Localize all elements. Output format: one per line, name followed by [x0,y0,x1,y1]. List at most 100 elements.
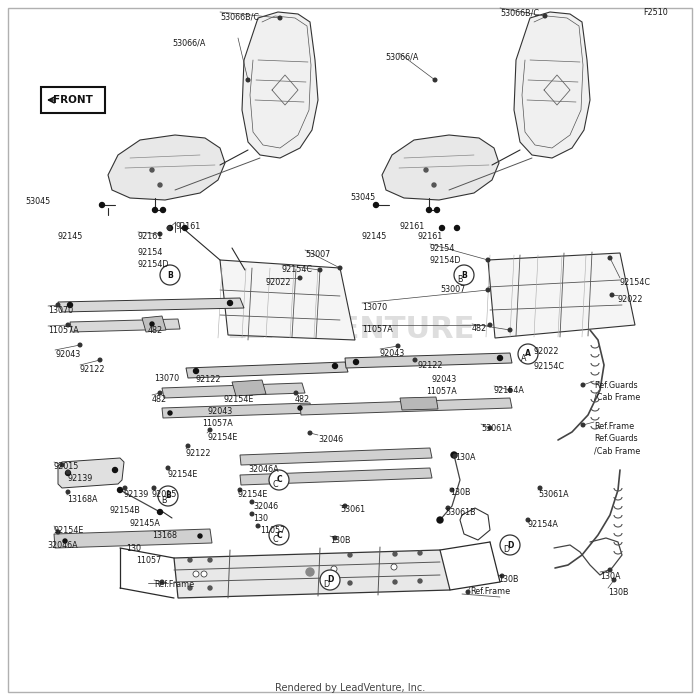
Circle shape [168,411,172,415]
Circle shape [188,586,192,590]
Text: D: D [507,540,513,550]
Text: 13168: 13168 [152,531,177,540]
Circle shape [160,580,164,584]
Text: Ref.Frame: Ref.Frame [154,580,194,589]
Polygon shape [220,260,355,340]
Polygon shape [162,403,312,418]
Circle shape [608,568,612,572]
Text: 92154: 92154 [430,244,456,253]
Text: D: D [503,545,509,554]
Text: 53061B: 53061B [445,508,475,517]
Circle shape [56,303,60,307]
Circle shape [523,345,527,349]
Circle shape [581,424,584,427]
Circle shape [63,539,67,543]
Circle shape [167,226,171,230]
Text: 92154B: 92154B [110,506,141,515]
Text: Ref.Frame: Ref.Frame [594,422,634,431]
Circle shape [193,571,199,577]
Circle shape [153,207,158,213]
Polygon shape [382,135,499,200]
Circle shape [526,518,530,522]
Circle shape [118,487,122,493]
Text: 130B: 130B [608,588,629,597]
Text: C: C [272,480,278,489]
Circle shape [338,266,342,270]
Text: 32046: 32046 [253,502,278,511]
Text: C: C [276,531,282,540]
Circle shape [508,389,512,392]
Polygon shape [300,398,512,415]
Text: 92154: 92154 [138,248,163,257]
Text: 92139: 92139 [124,490,149,499]
Text: B: B [165,491,171,500]
Circle shape [56,530,60,534]
Polygon shape [58,458,124,488]
Circle shape [581,383,584,387]
Circle shape [466,590,470,594]
Circle shape [454,265,474,285]
Text: Ref.Frame: Ref.Frame [470,587,510,596]
Text: 53061A: 53061A [538,490,568,499]
Circle shape [486,258,490,262]
Circle shape [98,358,102,362]
Circle shape [543,14,547,18]
Circle shape [331,566,337,572]
Text: 92154D: 92154D [430,256,461,265]
Polygon shape [400,397,438,410]
Text: 92122: 92122 [186,449,211,458]
Circle shape [500,574,504,578]
Circle shape [450,488,454,492]
Circle shape [393,552,397,556]
Circle shape [250,512,254,516]
Text: 53066B/C: 53066B/C [220,12,259,21]
Text: 92015: 92015 [54,462,79,471]
Circle shape [201,571,207,577]
Polygon shape [174,550,450,598]
Circle shape [66,470,70,474]
Circle shape [150,168,154,172]
Text: 53066B/C: 53066B/C [500,8,539,17]
Text: 92043: 92043 [432,375,457,384]
Text: 13070: 13070 [154,374,179,383]
Circle shape [158,510,162,514]
Circle shape [318,268,322,272]
Circle shape [78,343,82,346]
Text: /Cab Frame: /Cab Frame [594,446,640,455]
Polygon shape [514,12,590,158]
Circle shape [208,586,212,590]
Circle shape [608,256,612,260]
Circle shape [208,558,212,562]
Circle shape [160,265,180,285]
Text: C: C [276,475,282,484]
Circle shape [113,468,118,472]
Text: 11057A: 11057A [202,419,232,428]
Text: 92139: 92139 [67,474,92,483]
Text: 92022: 92022 [618,295,643,304]
Text: D: D [323,580,329,589]
Polygon shape [58,298,244,312]
Circle shape [343,504,346,508]
Circle shape [498,356,503,360]
Text: 92154E: 92154E [168,470,198,479]
Text: C: C [272,535,278,544]
Text: 482: 482 [472,324,487,333]
Circle shape [123,486,127,490]
Text: A: A [522,354,526,363]
Text: 92043: 92043 [380,349,405,358]
Polygon shape [186,362,348,378]
Circle shape [250,500,254,504]
Text: B: B [161,496,167,505]
Circle shape [308,431,312,435]
Text: D: D [327,575,333,584]
Circle shape [348,553,352,557]
Text: 482: 482 [152,395,167,404]
Text: 53007: 53007 [305,250,330,259]
Text: 130A: 130A [455,453,475,462]
Text: 11057A: 11057A [426,387,456,396]
Text: 53007: 53007 [440,285,466,294]
Circle shape [269,525,289,545]
Text: 92154C: 92154C [620,278,651,287]
Circle shape [67,302,73,307]
Circle shape [166,466,170,470]
